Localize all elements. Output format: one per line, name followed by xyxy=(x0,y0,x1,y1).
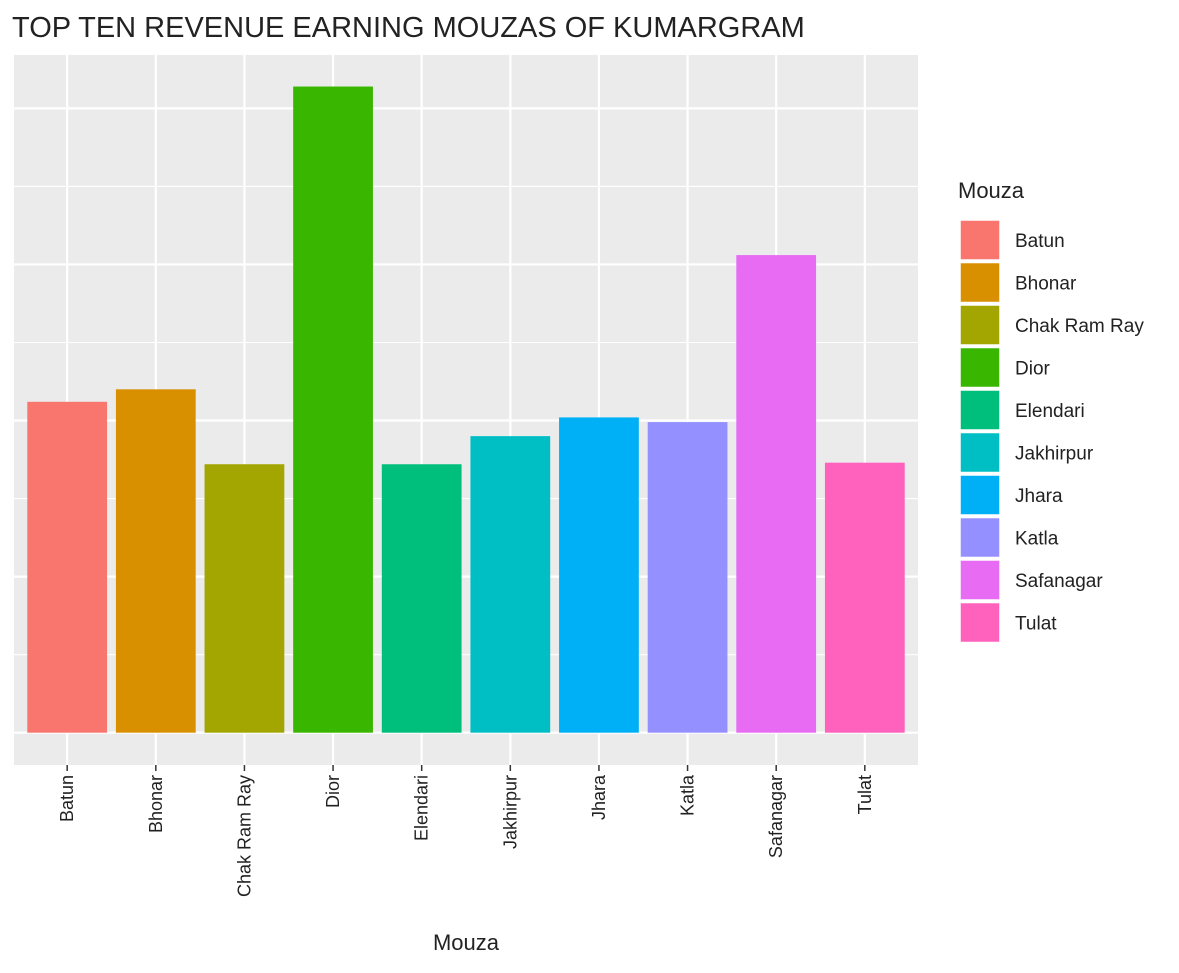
bar xyxy=(736,255,817,733)
x-tick-label: Safanagar xyxy=(766,775,786,858)
legend-label: Katla xyxy=(1015,529,1059,550)
bar xyxy=(824,462,905,733)
legend-label: Chak Ram Ray xyxy=(1015,316,1144,337)
bar xyxy=(647,422,728,733)
legend-title: Mouza xyxy=(958,178,1025,203)
x-tick-label: Dior xyxy=(323,775,343,808)
legend-label: Elendari xyxy=(1015,401,1085,422)
bar xyxy=(27,401,108,733)
x-axis-title: Mouza xyxy=(433,930,500,955)
bar xyxy=(115,389,196,733)
legend-key xyxy=(959,474,1001,516)
chart-title: TOP TEN REVENUE EARNING MOUZAS OF KUMARG… xyxy=(12,12,805,44)
x-tick-label: Jakhirpur xyxy=(500,775,520,849)
legend-key xyxy=(959,219,1001,261)
x-tick-label: Tulat xyxy=(855,775,875,814)
bar xyxy=(559,417,639,733)
bar xyxy=(381,464,462,733)
x-tick-label: Chak Ram Ray xyxy=(234,775,254,897)
legend-label: Batun xyxy=(1015,231,1065,252)
legend-label: Dior xyxy=(1015,359,1051,380)
legend-label: Safanagar xyxy=(1015,571,1103,592)
x-tick-label: Katla xyxy=(678,774,698,816)
legend-label: Jhara xyxy=(1015,486,1063,507)
legend-key xyxy=(959,346,1001,389)
legend-key xyxy=(959,389,1001,431)
legend-key xyxy=(959,261,1001,304)
bar xyxy=(293,86,373,733)
x-tick-label: Jhara xyxy=(589,774,609,820)
legend-label: Bhonar xyxy=(1015,274,1077,295)
bar xyxy=(470,436,551,733)
legend-key xyxy=(959,601,1001,644)
x-tick-label: Batun xyxy=(57,775,77,822)
bar xyxy=(204,464,285,733)
legend-label: Jakhirpur xyxy=(1015,444,1094,465)
x-tick-label: Elendari xyxy=(412,775,432,841)
legend-key xyxy=(959,304,1001,346)
legend-label: Tulat xyxy=(1015,614,1057,635)
legend-key xyxy=(959,431,1001,474)
legend-key xyxy=(959,516,1001,559)
legend-key xyxy=(959,559,1001,601)
x-tick-label: Bhonar xyxy=(146,775,166,833)
